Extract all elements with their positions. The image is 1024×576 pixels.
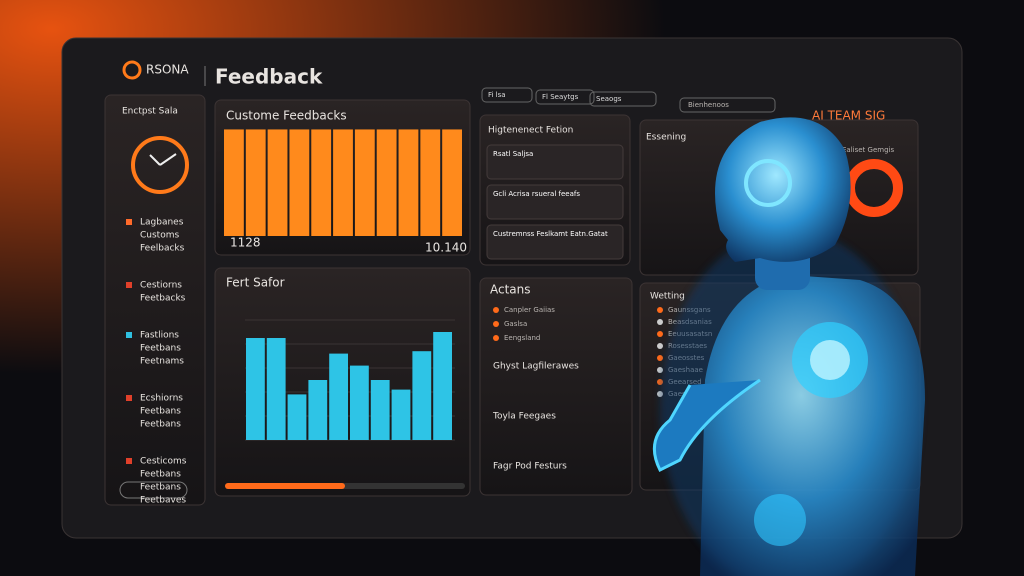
panel-title: Actans <box>490 283 531 297</box>
sidebar-item: Feelbacks <box>140 244 185 254</box>
bar <box>311 129 332 236</box>
filter-button[interactable] <box>589 91 657 107</box>
clock-hands <box>149 153 177 166</box>
panel-title: Custome Feedbacks <box>226 109 347 123</box>
status-dot <box>493 335 499 341</box>
sidebar-item: Feetbans <box>140 344 181 354</box>
sidebar-item: Cesticoms <box>140 457 187 467</box>
sidebar-item: Ecshiorns <box>140 394 183 404</box>
bar <box>433 332 452 440</box>
status-dot <box>657 355 663 361</box>
status-dot <box>657 319 663 325</box>
bar <box>391 389 411 440</box>
bar <box>333 129 353 236</box>
legend-marker <box>126 458 132 464</box>
filter-button[interactable] <box>535 89 595 105</box>
sidebar-item: Customs <box>140 231 179 241</box>
bar <box>246 338 265 440</box>
page-title: Feedback <box>215 65 323 89</box>
bar <box>370 380 390 440</box>
item-card <box>486 224 624 260</box>
bar <box>442 129 462 236</box>
panel-title: Higtenenect Fetion <box>488 126 573 136</box>
sidebar-item: Feetbaves <box>140 496 186 506</box>
section-title: Fagr Pod Festurs <box>493 462 567 472</box>
section-title: Toyla Feegaes <box>492 412 556 422</box>
item-card <box>486 184 624 220</box>
legend-marker <box>126 332 132 338</box>
filter-label: Fi lsa <box>488 91 506 99</box>
bar <box>354 129 375 236</box>
panel-title: Essening <box>646 133 686 143</box>
panel-title: Fert Safor <box>226 276 285 290</box>
sidebar-item: Feetbans <box>140 407 181 417</box>
section-title: Ghyst Lagfilerawes <box>493 362 579 372</box>
bar <box>289 129 310 236</box>
sidebar-panel <box>104 94 206 506</box>
bar <box>420 129 441 236</box>
status-dot <box>493 307 499 313</box>
action-label: Bienhenoos <box>688 101 729 109</box>
bar <box>329 353 348 440</box>
status-dot <box>657 343 663 349</box>
bar <box>267 129 288 236</box>
item-title: Gcli Acrisa rsueral feeafs <box>493 190 580 198</box>
clock-ring <box>131 136 189 194</box>
actions-panel <box>479 277 633 496</box>
bar <box>376 129 397 236</box>
sidebar-item: Cestiorns <box>140 281 182 291</box>
filter-label: Fl Seaytgs <box>542 93 579 101</box>
logo-mark <box>122 60 142 80</box>
bar <box>398 129 419 236</box>
bar <box>308 380 328 440</box>
sidebar-title: Enctpst Sala <box>122 107 178 117</box>
filter-label: Seaogs <box>596 95 622 103</box>
logo: RSONA <box>146 63 189 77</box>
legend-marker <box>126 282 132 288</box>
bar <box>245 129 266 236</box>
sidebar-item: Fastlions <box>140 331 179 341</box>
sidebar-item: Lagbanes <box>140 218 184 228</box>
status-dot <box>493 321 499 327</box>
sidebar-item: Feetbans <box>140 420 181 430</box>
bar <box>266 338 286 440</box>
progress-fill <box>225 483 345 489</box>
status-dot <box>657 307 663 313</box>
filter-button[interactable] <box>481 87 533 103</box>
item-title: Rsatl Saljsa <box>493 150 533 158</box>
bar <box>350 365 369 440</box>
bar <box>224 129 244 236</box>
bar <box>287 394 307 440</box>
action-item: Eengsland <box>504 334 540 342</box>
action-item: Gaslsa <box>504 320 527 328</box>
sidebar-item: Feetbacks <box>140 294 186 304</box>
range-label: 10.140 <box>425 241 467 255</box>
item-card <box>486 144 624 180</box>
sidebar-toggle[interactable] <box>119 481 188 499</box>
sidebar-item: Feetnams <box>140 357 184 367</box>
item-title: Custremnss Feslkamt Eatn.Gatat <box>493 230 608 238</box>
panel-title: Wetting <box>650 292 685 302</box>
robot <box>652 117 925 576</box>
status-dot <box>657 331 663 337</box>
legend-marker <box>126 219 132 225</box>
sidebar-item: Feetbans <box>140 483 181 493</box>
brand: AI TEAM SIG <box>812 109 885 123</box>
panel-subtitle: Ealiset Gemgis <box>842 146 894 154</box>
sidebar-item: Feetbans <box>140 470 181 480</box>
status-dot <box>657 367 663 373</box>
legend-marker <box>126 395 132 401</box>
action-item: Canpler Gaiias <box>504 306 555 314</box>
bar <box>412 351 432 440</box>
action-button[interactable] <box>679 97 776 113</box>
range-label: 1128 <box>230 236 261 250</box>
